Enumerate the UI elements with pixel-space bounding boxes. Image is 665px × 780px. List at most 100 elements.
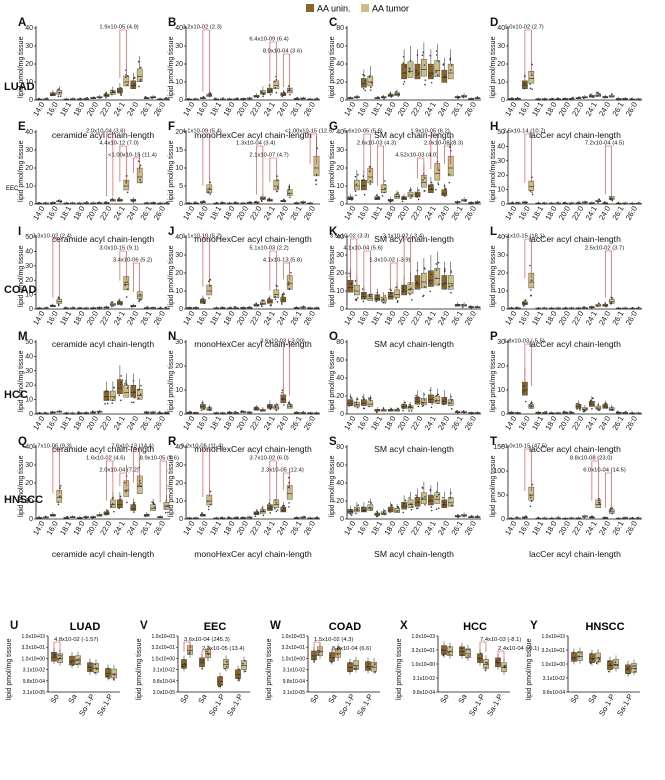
x-tick-label: 18:0: [543, 101, 558, 118]
y-tick-label: 40: [175, 444, 183, 451]
data-point: [140, 181, 142, 184]
y-tick-label: 20: [336, 270, 344, 277]
p-value-annotation: 2.3x10-05 (12.4): [261, 468, 304, 474]
data-point: [237, 676, 240, 679]
data-point: [274, 298, 277, 301]
data-point: [111, 402, 114, 404]
data-point: [126, 288, 129, 291]
data-point: [350, 404, 353, 407]
x-tick-label: 18:0: [382, 415, 397, 432]
data-point: [57, 501, 60, 504]
x-tick-label: 16:0: [356, 101, 371, 118]
panel-title: LUAD: [70, 621, 101, 633]
data-point: [408, 189, 411, 192]
x-tick-label: 14:0: [181, 310, 196, 327]
data-point: [609, 509, 612, 512]
data-point: [577, 651, 580, 654]
data-point: [288, 88, 291, 91]
data-point: [238, 678, 240, 680]
y-tick-label: 30: [336, 252, 344, 259]
significance-bracket: [119, 145, 127, 182]
data-point: [281, 293, 284, 296]
box-unin: [428, 63, 434, 80]
data-point: [637, 306, 640, 309]
data-point: [370, 502, 373, 504]
data-point: [451, 284, 453, 287]
data-point: [209, 284, 211, 287]
x-tick-label: 26:1: [138, 310, 153, 327]
data-point: [417, 500, 420, 503]
data-point: [579, 408, 581, 410]
y-tick-label: 30: [497, 43, 505, 50]
x-axis-label: monoHexCer acyl chain-length: [194, 444, 312, 454]
x-tick-label: 14:0: [503, 310, 518, 327]
data-point: [133, 305, 135, 307]
x-tick-label: 24:0: [275, 205, 290, 222]
x-tick-label: 18:1: [369, 415, 384, 432]
data-point: [215, 413, 217, 415]
data-point: [301, 412, 304, 415]
box-tumor: [447, 63, 454, 80]
x-tick-label: 24:1: [584, 101, 599, 118]
x-tick-label: 22:0: [570, 205, 585, 222]
data-point: [108, 677, 110, 680]
box-unin: [401, 502, 407, 510]
data-point: [461, 303, 464, 306]
panel-letter-V: V: [140, 620, 148, 632]
x-tick-label: 26:0: [624, 101, 639, 118]
y-tick-label: 1.0x10+00: [412, 662, 436, 668]
data-point: [133, 77, 135, 79]
data-point: [411, 195, 413, 197]
x-tick-label: 26:1: [288, 101, 303, 118]
data-point: [362, 510, 364, 512]
data-point: [449, 69, 452, 71]
x-tick-label: 16:0: [195, 520, 210, 537]
significance-bracket: [269, 41, 277, 82]
data-point: [415, 282, 418, 284]
data-point: [315, 183, 318, 186]
data-point: [90, 669, 92, 672]
significance-bracket: [605, 250, 612, 298]
data-point: [153, 96, 155, 99]
x-tick-label: 14:0: [31, 415, 46, 432]
data-point: [408, 405, 410, 408]
data-point: [370, 397, 372, 399]
y-tick-label: 30: [25, 147, 33, 154]
data-point: [530, 294, 533, 297]
x-tick-label: 20:0: [557, 101, 572, 118]
data-point: [382, 408, 385, 411]
data-point: [45, 307, 48, 310]
x-tick-label: 24:0: [125, 101, 140, 118]
box-unin: [365, 661, 371, 671]
data-point: [125, 381, 127, 384]
data-point: [147, 411, 149, 414]
y-tick-label: 0: [29, 97, 33, 104]
x-tick-label: 20:0: [85, 205, 100, 222]
data-point: [139, 80, 142, 82]
data-point: [367, 666, 369, 668]
panel-letter-Y: Y: [530, 620, 538, 632]
data-point: [591, 407, 593, 410]
data-point: [522, 305, 525, 307]
x-tick-label: 26:0: [302, 101, 317, 118]
data-point: [510, 307, 513, 309]
data-point: [397, 195, 400, 198]
y-tick-label: 10: [336, 183, 344, 190]
data-point: [447, 651, 450, 654]
x-tick-label: 18:1: [58, 520, 73, 537]
data-point: [219, 685, 222, 688]
data-point: [630, 97, 633, 100]
data-point: [270, 89, 273, 91]
data-point: [632, 98, 634, 101]
data-point: [282, 510, 285, 512]
x-axis-label: ceramide acyl chain-length: [52, 130, 154, 140]
data-point: [368, 294, 371, 297]
box-tumor: [286, 189, 293, 196]
y-tick-label: 0: [179, 201, 183, 208]
data-point: [201, 667, 204, 670]
data-point: [402, 407, 405, 410]
data-point: [611, 406, 613, 409]
data-point: [430, 181, 433, 184]
